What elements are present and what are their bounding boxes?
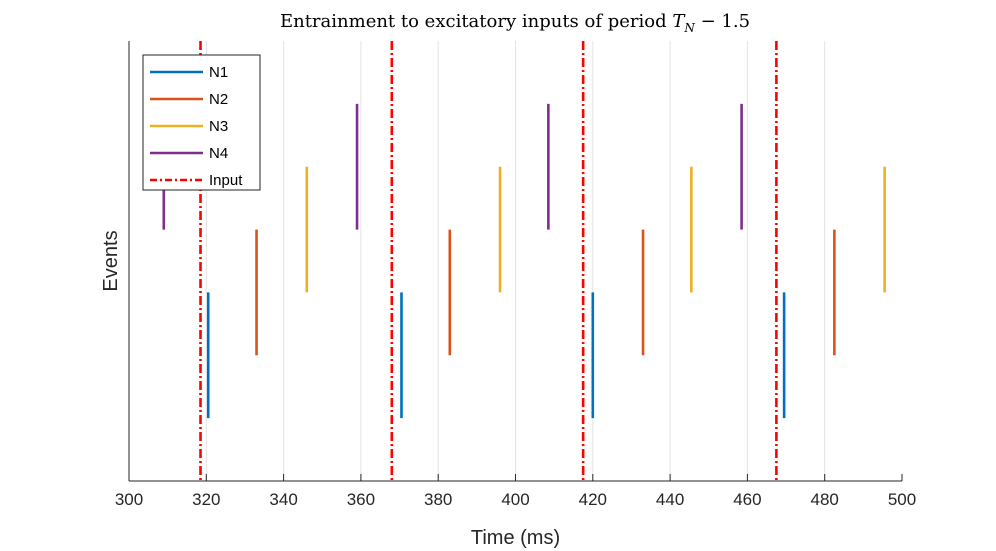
x-tick-label: 480: [811, 490, 839, 509]
title-suffix: − 1.5: [695, 11, 750, 32]
x-tick-label: 360: [347, 490, 375, 509]
legend-label: Input: [209, 172, 243, 189]
x-tick-label: 500: [888, 490, 916, 509]
title-subscript: N: [683, 21, 695, 35]
legend-label: N3: [209, 118, 228, 135]
legend-label: N4: [209, 145, 228, 162]
title-prefix: Entrainment to excitatory inputs of peri…: [280, 11, 672, 32]
x-tick-label: 420: [579, 490, 607, 509]
chart-title: Entrainment to excitatory inputs of peri…: [280, 11, 750, 35]
grid-layer: [205, 41, 826, 481]
title-variable: T: [672, 11, 686, 32]
axes: 300 320 340 360 380 400 420 440 460 480 500: [115, 41, 916, 509]
legend-box: [142, 54, 261, 191]
x-tick-label: 340: [269, 490, 297, 509]
x-tick-label: 440: [656, 490, 684, 509]
x-tick-label: 380: [424, 490, 452, 509]
legend-label: N1: [209, 64, 228, 81]
legend-label: N2: [209, 91, 228, 108]
x-tick-label: 300: [115, 490, 143, 509]
y-axis-label: Events: [100, 230, 122, 291]
legend: N1 N2 N3 N4 Input: [142, 54, 261, 191]
x-axis-label: Time (ms): [471, 527, 560, 549]
x-tick-label: 320: [192, 490, 220, 509]
x-tick-label: 400: [501, 490, 529, 509]
x-tick-label: 460: [733, 490, 761, 509]
